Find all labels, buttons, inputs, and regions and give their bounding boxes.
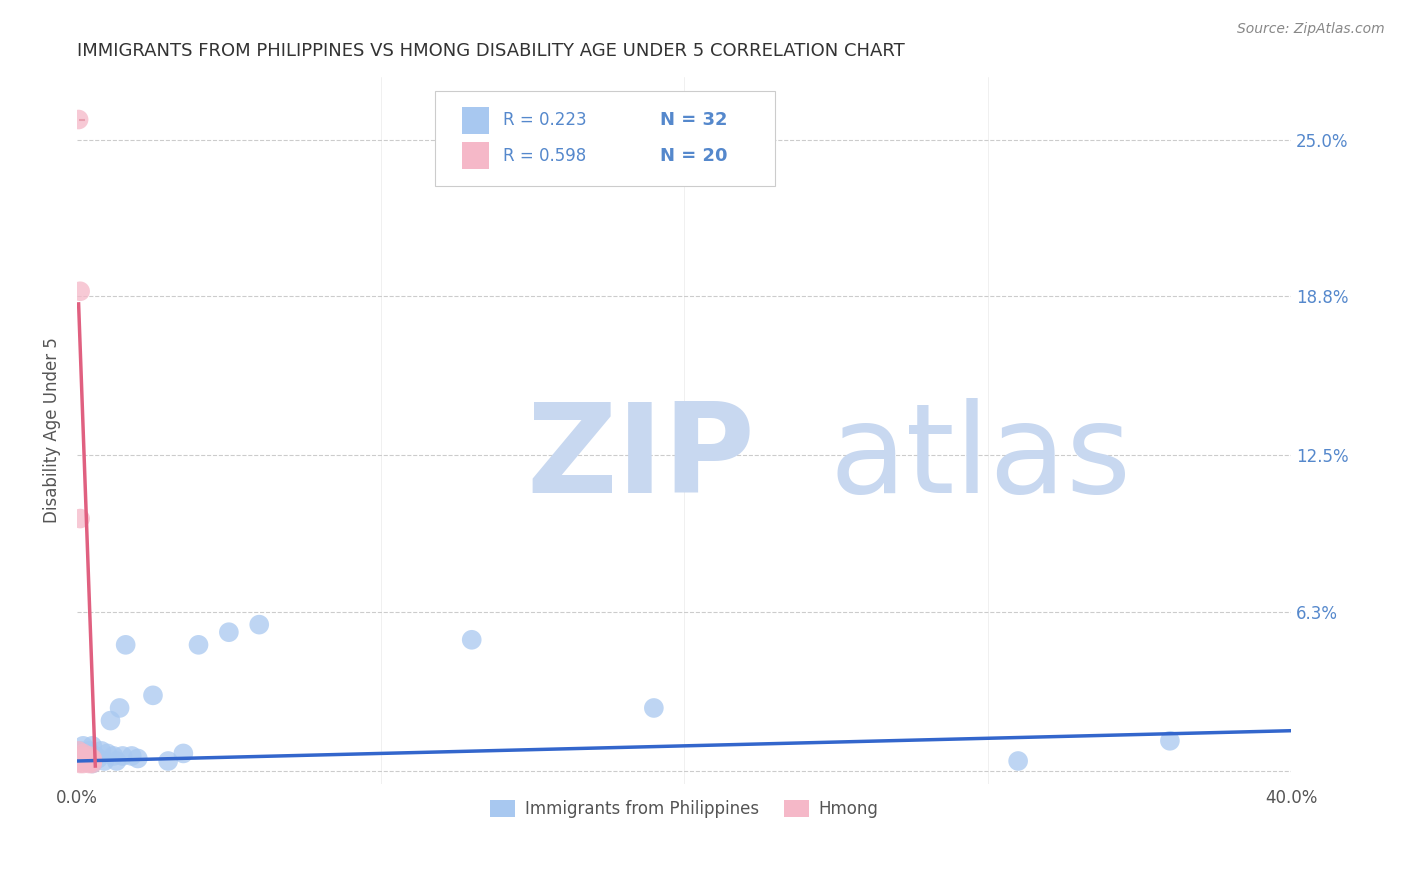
Point bbox=[77, 744, 100, 758]
Point bbox=[75, 747, 97, 761]
Legend: Immigrants from Philippines, Hmong: Immigrants from Philippines, Hmong bbox=[484, 793, 886, 825]
Point bbox=[69, 511, 91, 525]
Point bbox=[77, 756, 100, 771]
Point bbox=[67, 112, 90, 127]
Point bbox=[90, 744, 112, 758]
Point bbox=[75, 751, 97, 765]
Point bbox=[187, 638, 209, 652]
Point bbox=[157, 754, 180, 768]
Point bbox=[87, 751, 110, 765]
Text: R = 0.223: R = 0.223 bbox=[503, 112, 586, 129]
Point bbox=[75, 754, 97, 768]
Point bbox=[96, 747, 118, 761]
Point bbox=[75, 754, 97, 768]
Point bbox=[72, 739, 94, 753]
Text: N = 20: N = 20 bbox=[659, 147, 727, 165]
Point bbox=[67, 744, 90, 758]
Text: Source: ZipAtlas.com: Source: ZipAtlas.com bbox=[1237, 22, 1385, 37]
Text: ZIP: ZIP bbox=[526, 398, 755, 519]
Point bbox=[82, 756, 104, 771]
Point bbox=[142, 689, 165, 703]
Point bbox=[69, 285, 91, 299]
Point bbox=[1007, 754, 1029, 768]
Point bbox=[100, 714, 122, 728]
Point bbox=[82, 754, 104, 768]
Point bbox=[461, 632, 484, 647]
Point bbox=[218, 625, 240, 640]
Point bbox=[69, 751, 91, 765]
FancyBboxPatch shape bbox=[463, 143, 489, 169]
Point bbox=[108, 701, 131, 715]
Text: IMMIGRANTS FROM PHILIPPINES VS HMONG DISABILITY AGE UNDER 5 CORRELATION CHART: IMMIGRANTS FROM PHILIPPINES VS HMONG DIS… bbox=[77, 42, 905, 60]
Point bbox=[72, 747, 94, 761]
Text: N = 32: N = 32 bbox=[659, 112, 727, 129]
FancyBboxPatch shape bbox=[436, 91, 775, 186]
Text: R = 0.598: R = 0.598 bbox=[503, 147, 586, 165]
Point bbox=[77, 751, 100, 765]
Point bbox=[77, 748, 100, 763]
Point bbox=[72, 748, 94, 763]
Point bbox=[247, 617, 270, 632]
Point bbox=[72, 756, 94, 771]
Point bbox=[72, 748, 94, 763]
Point bbox=[127, 751, 149, 765]
Point bbox=[84, 748, 107, 763]
Point bbox=[69, 756, 91, 771]
Point bbox=[643, 701, 665, 715]
Point bbox=[103, 748, 125, 763]
Point bbox=[82, 739, 104, 753]
Point bbox=[172, 747, 194, 761]
Point bbox=[93, 754, 115, 768]
Point bbox=[105, 754, 128, 768]
Point bbox=[82, 756, 104, 771]
FancyBboxPatch shape bbox=[463, 107, 489, 134]
Point bbox=[111, 748, 134, 763]
Y-axis label: Disability Age Under 5: Disability Age Under 5 bbox=[44, 337, 60, 523]
Point bbox=[1159, 733, 1181, 747]
Point bbox=[114, 638, 136, 652]
Point bbox=[69, 754, 91, 768]
Point bbox=[77, 754, 100, 768]
Point bbox=[69, 751, 91, 765]
Text: atlas: atlas bbox=[830, 398, 1132, 519]
Point bbox=[69, 744, 91, 758]
Point bbox=[121, 748, 143, 763]
Point bbox=[72, 754, 94, 768]
Point bbox=[82, 751, 104, 765]
